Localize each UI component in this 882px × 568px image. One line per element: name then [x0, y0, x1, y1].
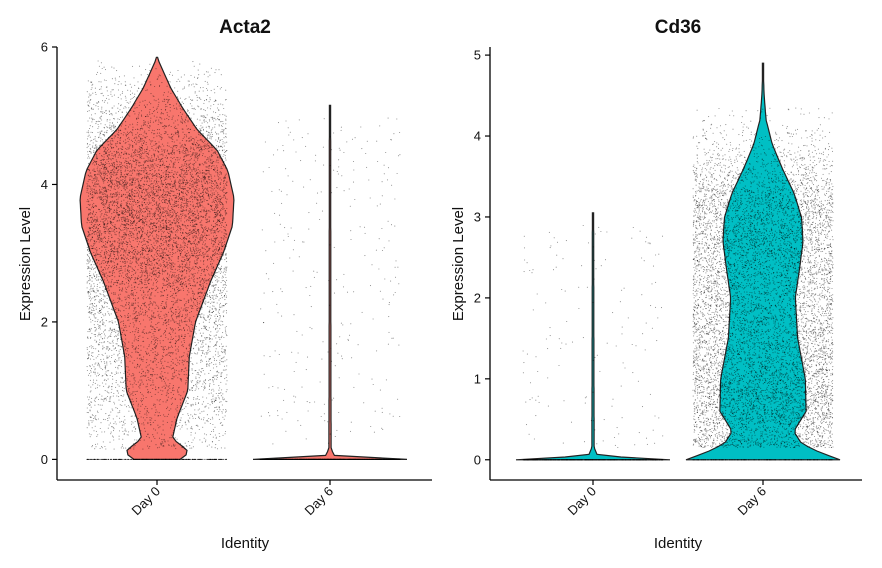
y-tick-label: 4 — [474, 129, 481, 144]
violin-day-0 — [516, 213, 670, 460]
violin-day-6 — [253, 105, 407, 459]
panel-title: Acta2 — [219, 17, 271, 38]
y-tick-label: 1 — [474, 371, 481, 386]
y-tick-label: 4 — [41, 177, 48, 192]
violin-panel-acta2: Acta2 Expression Level Identity 0 2 4 6 Day … — [17, 17, 432, 552]
x-axis-label: Identity — [654, 535, 703, 552]
x-tick-label: Day 6 — [301, 484, 336, 519]
x-axis-label: Identity — [221, 535, 270, 552]
y-axis-label: Expression Level — [17, 207, 34, 321]
y-axis-label: Expression Level — [450, 207, 467, 321]
y-tick-label: 5 — [474, 48, 481, 63]
violin-panel-cd36: Cd36 Expression Level Identity 0 1 2 3 4 5 Day… — [450, 17, 862, 552]
x-tick-label: Day 0 — [128, 484, 163, 519]
y-tick-label: 6 — [41, 40, 48, 55]
x-tick-label: Day 6 — [734, 484, 769, 519]
y-tick-label: 0 — [41, 452, 48, 467]
y-tick-label: 0 — [474, 452, 481, 467]
panel-title: Cd36 — [655, 17, 701, 38]
y-tick-label: 2 — [474, 290, 481, 305]
y-tick-label: 3 — [474, 209, 481, 224]
y-tick-label: 2 — [41, 314, 48, 329]
x-tick-label: Day 0 — [564, 484, 599, 519]
violin-day-6 — [686, 63, 840, 460]
